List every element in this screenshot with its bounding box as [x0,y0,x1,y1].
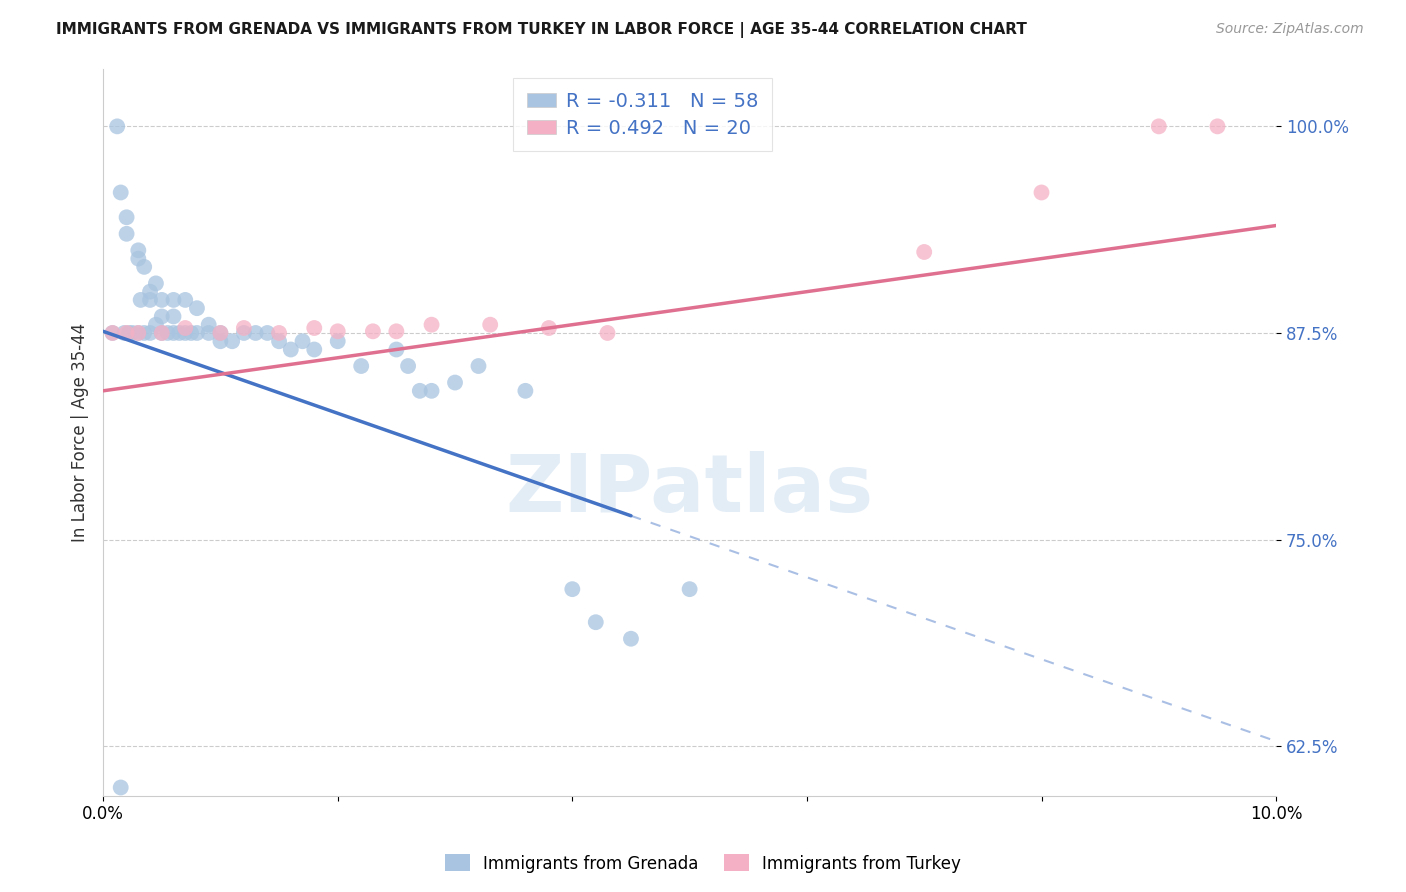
Point [150,293,173,307]
Point [585,615,607,630]
Point [245,326,267,340]
Point [678,582,700,596]
Point [420,318,443,332]
Point [267,326,290,340]
Point [150,326,173,340]
Point [145,277,167,291]
Point [174,326,197,340]
Point [209,334,232,349]
Point [110,186,132,200]
Point [115,326,138,340]
Point [156,326,179,340]
Point [326,324,349,338]
Point [350,359,373,373]
Legend: R = -0.311   N = 58, R = 0.492   N = 20: R = -0.311 N = 58, R = 0.492 N = 20 [513,78,772,152]
Point [479,318,502,332]
Point [180,326,202,340]
Text: ZIPatlas: ZIPatlas [506,451,873,529]
Point [139,285,162,299]
Point [1206,120,1229,134]
Point [150,310,173,324]
Point [912,244,935,259]
Point [291,334,314,349]
Point [169,326,191,340]
Y-axis label: In Labor Force | Age 35-44: In Labor Force | Age 35-44 [72,323,89,541]
Point [537,321,560,335]
Point [221,334,243,349]
Point [115,227,138,241]
Point [280,343,302,357]
Point [467,359,489,373]
Point [186,301,208,315]
Point [145,318,167,332]
Point [515,384,537,398]
Point [134,260,156,274]
Point [444,376,467,390]
Point [420,384,443,398]
Point [105,120,128,134]
Point [101,326,124,340]
Point [127,244,149,258]
Point [129,293,152,307]
Point [174,321,197,335]
Point [139,326,162,340]
Point [162,326,184,340]
Point [596,326,619,340]
Point [232,321,254,335]
Point [409,384,432,398]
Point [197,326,219,340]
Point [162,293,184,307]
Point [118,326,141,340]
Point [232,326,254,340]
Point [620,632,643,646]
Point [304,343,326,357]
Point [197,318,219,332]
Point [162,310,184,324]
Point [134,326,156,340]
Point [115,211,138,225]
Point [150,326,173,340]
Point [1031,186,1053,200]
Text: IMMIGRANTS FROM GRENADA VS IMMIGRANTS FROM TURKEY IN LABOR FORCE | AGE 35-44 COR: IMMIGRANTS FROM GRENADA VS IMMIGRANTS FR… [56,22,1028,38]
Point [186,326,208,340]
Point [101,326,124,340]
Point [385,343,408,357]
Point [256,326,278,340]
Point [121,326,143,340]
Point [396,359,419,373]
Point [112,326,135,340]
Point [361,324,384,338]
Point [127,326,149,340]
Point [1147,120,1170,134]
Text: Source: ZipAtlas.com: Source: ZipAtlas.com [1216,22,1364,37]
Point [385,324,408,338]
Point [127,326,149,340]
Legend: Immigrants from Grenada, Immigrants from Turkey: Immigrants from Grenada, Immigrants from… [439,847,967,880]
Point [209,326,232,340]
Point [127,252,149,266]
Point [209,326,232,340]
Point [561,582,583,596]
Point [139,293,162,307]
Point [326,334,349,349]
Point [174,293,197,307]
Point [304,321,326,335]
Point [110,780,132,795]
Point [267,334,290,349]
